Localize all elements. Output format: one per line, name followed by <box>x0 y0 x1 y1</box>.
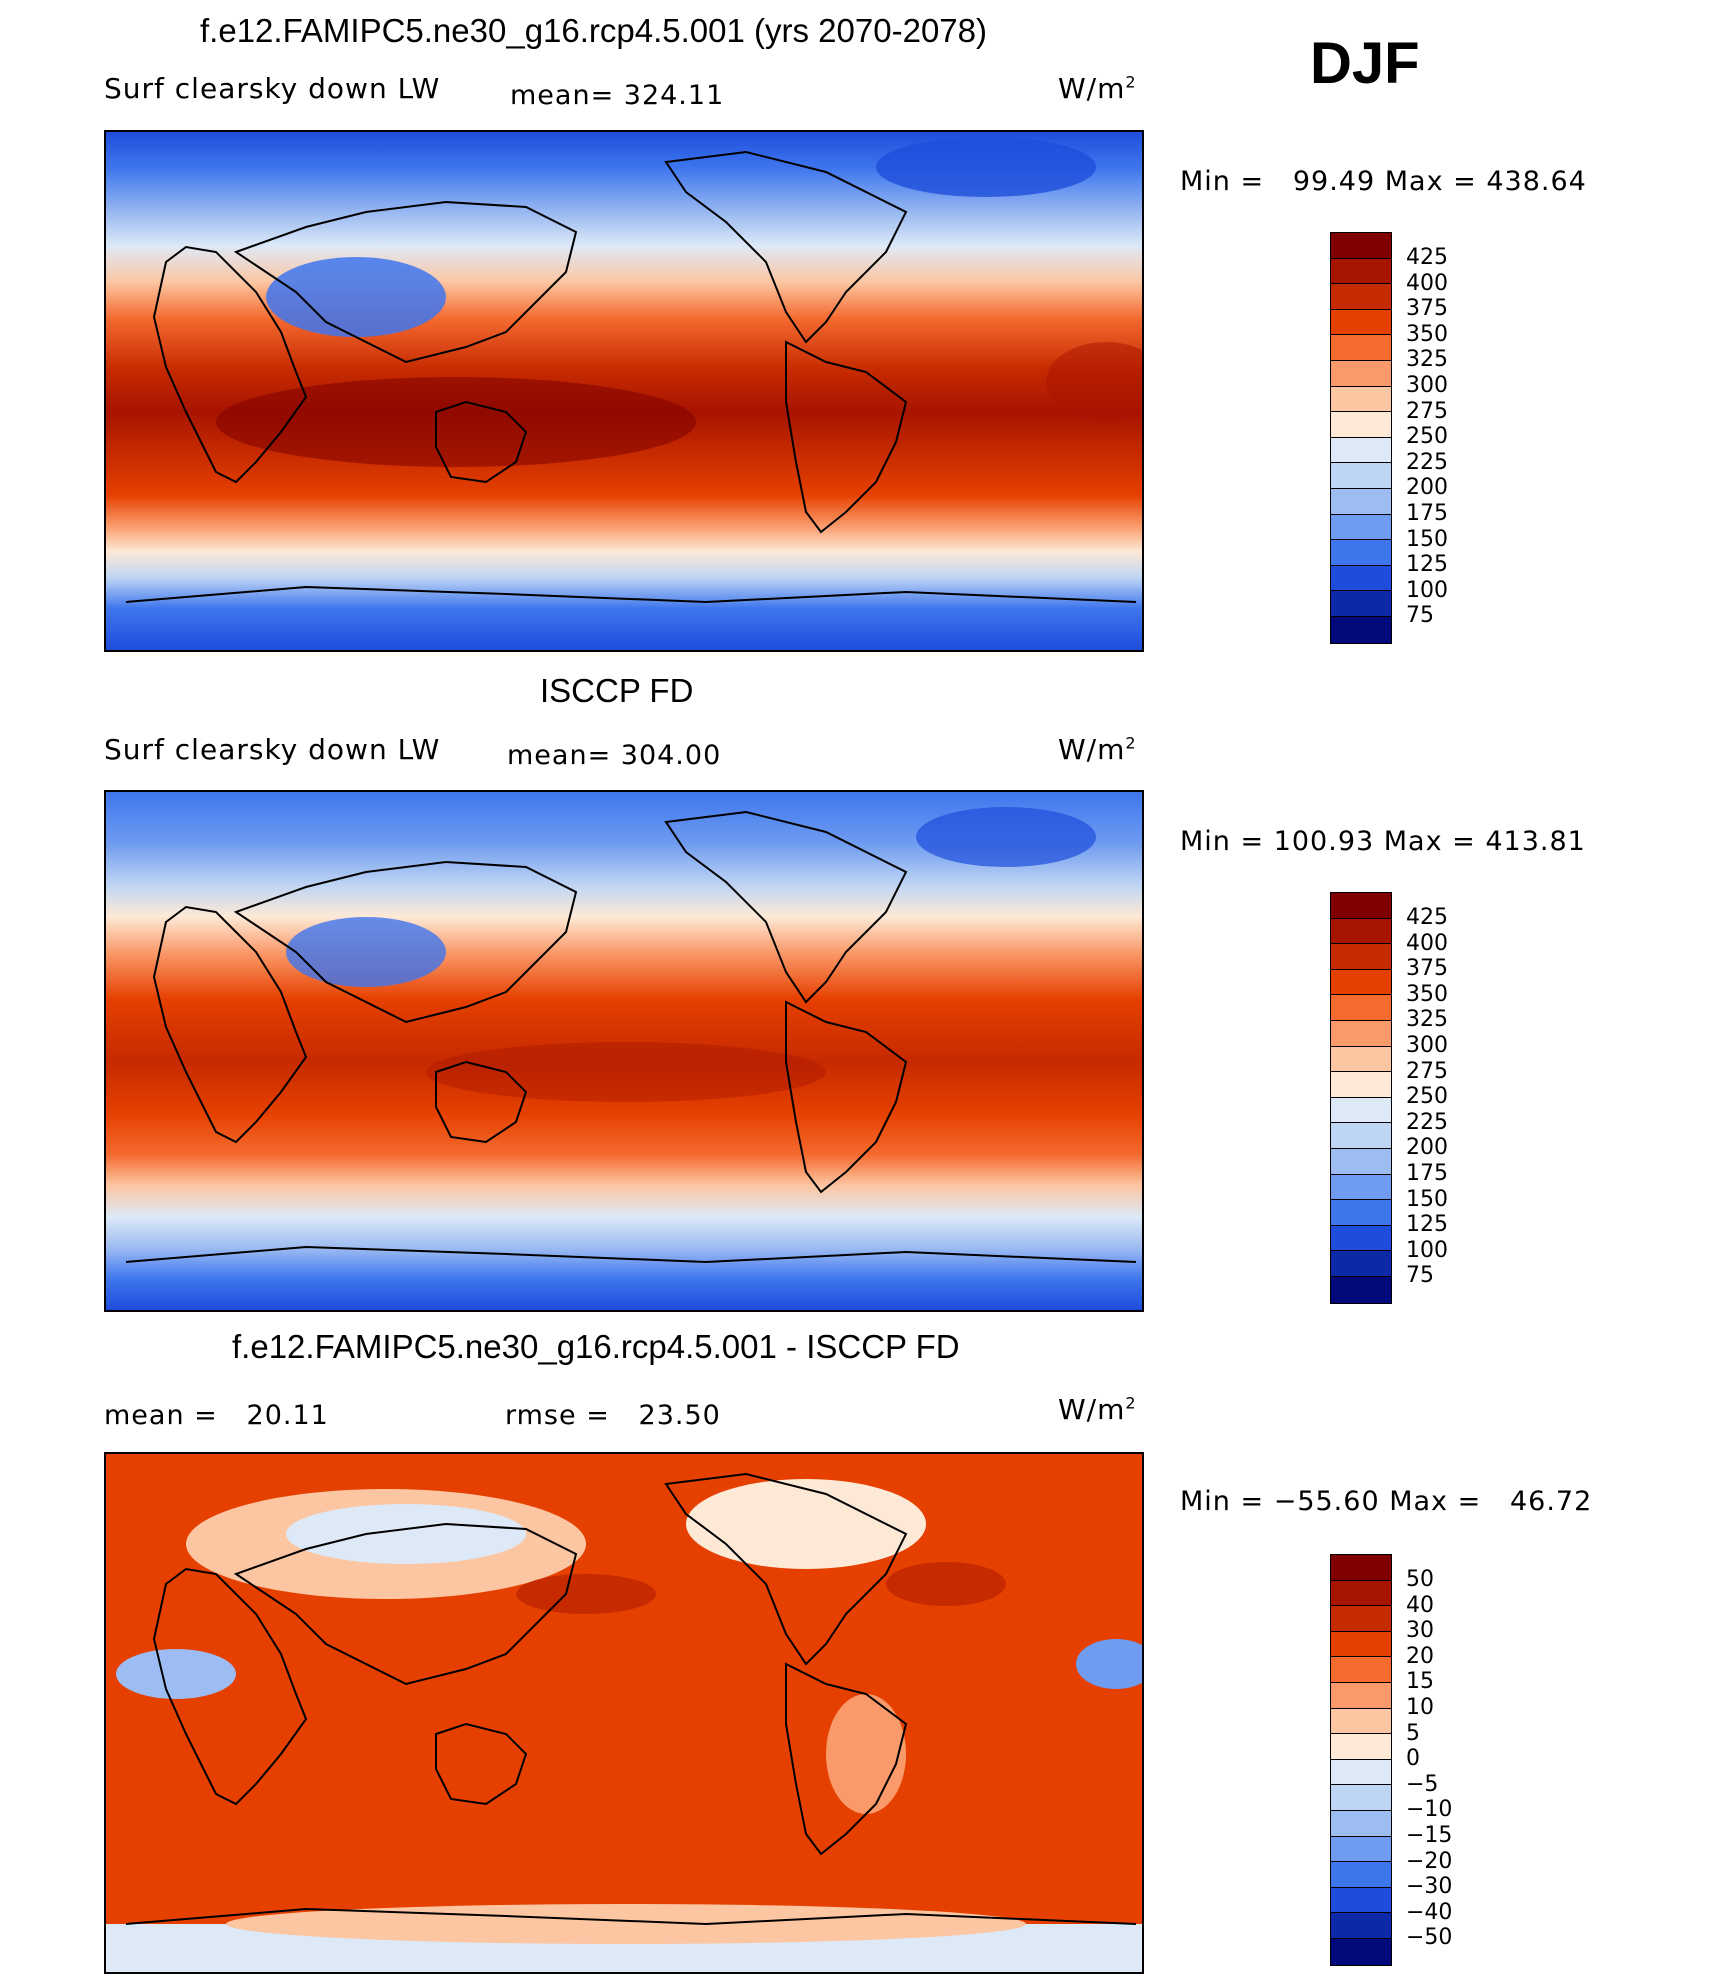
panel3-min-max: Min = −55.60 Max = 46.72 <box>1180 1486 1593 1517</box>
panel2-field <box>106 792 1142 1310</box>
panel1-colorbar-ticks: 425 400 375 350 325 300 275 250 225 200 175 150 12… <box>1406 245 1448 629</box>
panel2-map <box>104 790 1144 1312</box>
panel2-variable-label: Surf clearsky down LW <box>104 733 441 766</box>
panel2-colorbar-ticks: 425 400 375 350 325 300 275 250 225 200 175 150 12… <box>1406 905 1448 1289</box>
panel2-colorbar <box>1330 892 1392 1304</box>
panel3-rmse: rmse = 23.50 <box>505 1400 721 1431</box>
panel1-mean: mean= 324.11 <box>510 80 725 111</box>
panel3-title: f.e12.FAMIPC5.ne30_g16.rcp4.5.001 - ISCC… <box>232 1328 960 1365</box>
panel1-units: W/m2 <box>1058 72 1137 105</box>
panel1-title: f.e12.FAMIPC5.ne30_g16.rcp4.5.001 (yrs 2… <box>200 12 987 49</box>
panel2-mean: mean= 304.00 <box>507 740 722 771</box>
panel1-colorbar <box>1330 232 1392 644</box>
panel3-mean: mean = 20.11 <box>104 1400 329 1431</box>
panel1-min-max: Min = 99.49 Max = 438.64 <box>1180 166 1587 197</box>
panel1-variable-label: Surf clearsky down LW <box>104 72 441 105</box>
panel2-min-max: Min = 100.93 Max = 413.81 <box>1180 826 1586 857</box>
panel3-map <box>104 1452 1144 1974</box>
season-label: DJF <box>1310 31 1420 96</box>
panel3-colorbar-ticks: 50 40 30 20 15 10 5 0 −5 −10 −15 −20 −30 −40 −50 <box>1406 1567 1453 1951</box>
panel2-units: W/m2 <box>1058 733 1137 766</box>
panel2-title: ISCCP FD <box>540 672 694 709</box>
panel1-map <box>104 130 1144 652</box>
panel3-field <box>106 1454 1142 1972</box>
panel3-units: W/m2 <box>1058 1393 1137 1426</box>
panel1-field <box>106 132 1142 650</box>
panel3-colorbar <box>1330 1554 1392 1966</box>
